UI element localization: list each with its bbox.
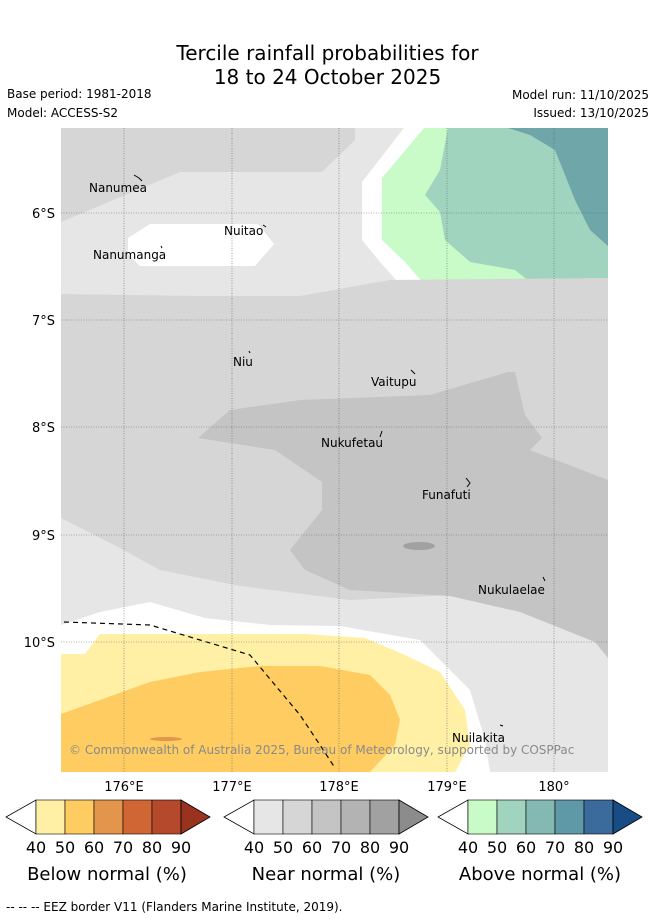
colorbar-near-tick: 50 bbox=[273, 838, 293, 857]
model-run: Model run: 11/10/2025 bbox=[511, 88, 649, 102]
colorbar-below-tick: 60 bbox=[84, 838, 104, 857]
colorbar-below-segment bbox=[35, 799, 66, 835]
colorbar-near-tick: 60 bbox=[302, 838, 322, 857]
lat-label-8s: 8°S bbox=[32, 421, 55, 436]
lat-label-10s: 10°S bbox=[24, 636, 55, 651]
eez-legend-note: -- -- -- EEZ border V11 (Flanders Marine… bbox=[6, 900, 343, 914]
colorbar-above-segment bbox=[496, 799, 527, 835]
colorbar-title-below: Below normal (%) bbox=[27, 864, 187, 885]
colorbar-above-tick: 80 bbox=[574, 838, 594, 857]
colorbar-above-tick: 50 bbox=[487, 838, 507, 857]
colorbar-near-tick: 40 bbox=[244, 838, 264, 857]
lon-label-177e: 177°E bbox=[212, 780, 252, 795]
island-label-nukulaelae: Nukulaelae bbox=[478, 583, 545, 597]
title-line-2: 18 to 24 October 2025 bbox=[213, 65, 442, 89]
island-label-vaitupu: Vaitupu bbox=[371, 375, 417, 389]
base-period: Base period: 1981-2018 bbox=[7, 87, 152, 101]
colorbar-near-tick: 90 bbox=[389, 838, 409, 857]
colorbar-near-tick: 80 bbox=[360, 838, 380, 857]
island-label-nanumea: Nanumea bbox=[89, 181, 147, 195]
colorbar-above-min-arrow bbox=[437, 799, 469, 835]
colorbar-above-tick: 70 bbox=[545, 838, 565, 857]
lon-label-176e: 176°E bbox=[104, 780, 144, 795]
lon-label-180: 180° bbox=[538, 780, 569, 795]
colorbar-above-tick: 90 bbox=[603, 838, 623, 857]
island-shapes bbox=[133, 174, 546, 727]
colorbar-above-tick: 60 bbox=[516, 838, 536, 857]
colorbars: 40 50 60 70 80 90 40 50 60 70 80 90 40 50 60 70 80 90 bbox=[5, 799, 643, 857]
colorbar-near-segment bbox=[311, 799, 342, 835]
colorbar-near-segment bbox=[340, 799, 371, 835]
lon-label-178e: 178°E bbox=[319, 780, 359, 795]
colorbar-below-segment bbox=[64, 799, 95, 835]
eez-border bbox=[63, 621, 336, 769]
colorbar-near-min-arrow bbox=[223, 799, 255, 835]
colorbar-above-segment bbox=[467, 799, 498, 835]
lon-label-179e: 179°E bbox=[427, 780, 467, 795]
colorbar-above-tick: 40 bbox=[458, 838, 478, 857]
probability-field: Nanumea Nuitao Nanumanga Niu Vaitupu Nuk… bbox=[61, 128, 608, 772]
colorbar-below-segment bbox=[93, 799, 124, 835]
colorbar-near-segment bbox=[369, 799, 400, 835]
colorbar-title-near: Near normal (%) bbox=[251, 864, 401, 885]
island-label-nuitao: Nuitao bbox=[224, 224, 263, 238]
model-name: Model: ACCESS-S2 bbox=[7, 106, 119, 120]
colorbar-below-tick: 50 bbox=[55, 838, 75, 857]
lat-label-6s: 6°S bbox=[32, 207, 55, 222]
colorbar-below-max-arrow bbox=[180, 799, 211, 835]
colorbar-near-segment bbox=[253, 799, 284, 835]
copyright-text: © Commonwealth of Australia 2025, Bureau… bbox=[69, 743, 574, 757]
island-label-nuilakita: Nuilakita bbox=[452, 731, 505, 745]
colorbar-below-tick: 90 bbox=[171, 838, 191, 857]
colorbar-near-segment bbox=[282, 799, 313, 835]
colorbar-above-segment bbox=[583, 799, 614, 835]
colorbar-below-tick: 80 bbox=[142, 838, 162, 857]
island-label-nanumanga: Nanumanga bbox=[93, 248, 166, 262]
lat-label-9s: 9°S bbox=[32, 529, 55, 544]
colorbar-above-segment bbox=[554, 799, 585, 835]
title-line-1: Tercile rainfall probabilities for bbox=[176, 41, 479, 65]
colorbar-above-max-arrow bbox=[612, 799, 643, 835]
colorbar-below-segment bbox=[151, 799, 182, 835]
colorbar-near-tick: 70 bbox=[331, 838, 351, 857]
island-label-nukufetau: Nukufetau bbox=[321, 436, 383, 450]
lat-label-7s: 7°S bbox=[32, 314, 55, 329]
colorbar-above-segment bbox=[525, 799, 556, 835]
colorbar-below-tick: 40 bbox=[26, 838, 46, 857]
island-label-niu: Niu bbox=[233, 355, 253, 369]
issued-date: Issued: 13/10/2025 bbox=[533, 106, 649, 120]
colorbar-near-max-arrow bbox=[398, 799, 429, 835]
colorbar-below-tick: 70 bbox=[113, 838, 133, 857]
graticule bbox=[61, 128, 608, 772]
island-label-funafuti: Funafuti bbox=[422, 488, 471, 502]
colorbar-title-above: Above normal (%) bbox=[458, 864, 622, 885]
colorbar-below-min-arrow bbox=[5, 799, 37, 835]
colorbar-below-segment bbox=[122, 799, 153, 835]
